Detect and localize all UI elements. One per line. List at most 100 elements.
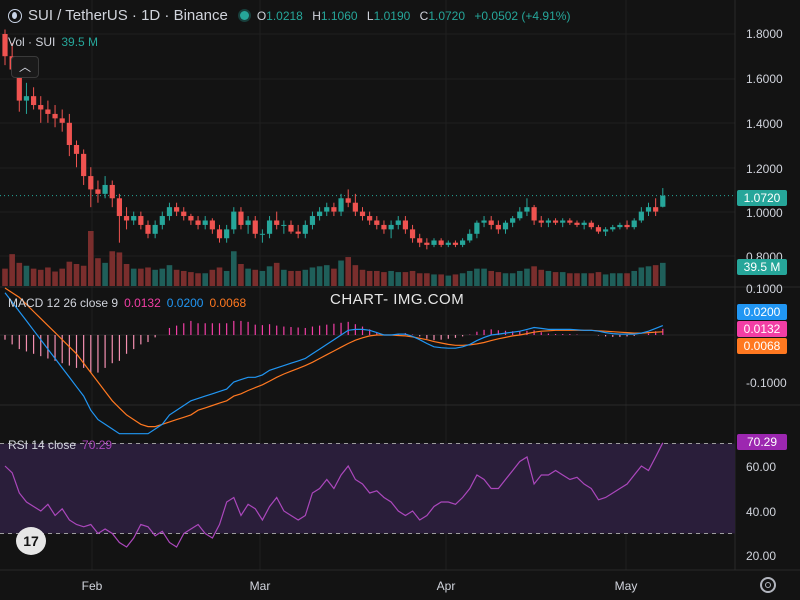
candle-body bbox=[345, 198, 351, 203]
macd-legend: MACD 12 26 close 9 0.0132 0.0200 0.0068 bbox=[8, 296, 246, 310]
volume-bar bbox=[209, 269, 216, 286]
volume-bar bbox=[245, 268, 251, 286]
volume-bar bbox=[37, 269, 44, 286]
volume-bar bbox=[166, 265, 173, 286]
volume-bar bbox=[552, 272, 559, 286]
volume-bar bbox=[52, 271, 58, 286]
volume-bar bbox=[102, 262, 108, 286]
rsi-pane bbox=[0, 442, 735, 548]
macd-signal-line bbox=[4, 287, 663, 428]
volume-bar bbox=[195, 273, 201, 286]
macd-tick: -0.1000 bbox=[746, 376, 787, 390]
macd-pane bbox=[0, 287, 735, 435]
candle-body bbox=[524, 207, 530, 212]
candle-body bbox=[560, 220, 566, 223]
volume-bar bbox=[402, 272, 409, 286]
candle-body bbox=[395, 220, 401, 225]
volume-bar bbox=[388, 270, 394, 286]
candle-body bbox=[460, 240, 466, 245]
volume-bar bbox=[202, 273, 208, 286]
tradingview-logo[interactable]: 17 bbox=[16, 527, 46, 555]
volume-bar bbox=[431, 274, 437, 286]
volume-bar bbox=[323, 265, 330, 286]
volume-bar bbox=[438, 274, 444, 286]
volume-bar bbox=[302, 269, 309, 286]
candle-body bbox=[252, 220, 258, 234]
candle-body bbox=[374, 220, 380, 225]
volume-bar bbox=[559, 272, 566, 286]
open-value: 1.0218 bbox=[266, 8, 303, 23]
volume-bar bbox=[488, 270, 494, 286]
volume-bar bbox=[216, 267, 223, 286]
settings-gear-icon[interactable] bbox=[760, 577, 776, 593]
candle-body bbox=[109, 184, 115, 199]
candle-body bbox=[653, 207, 659, 212]
volume-bar bbox=[9, 254, 15, 286]
collapse-legend-button[interactable]: ︿ bbox=[11, 56, 39, 78]
volume-bar bbox=[345, 257, 351, 286]
market-status-icon bbox=[239, 11, 249, 20]
candle-body bbox=[59, 118, 65, 123]
candle-body bbox=[338, 198, 344, 212]
open-label: O bbox=[256, 8, 267, 23]
chart-header: SUI / TetherUS · 1D · Binance O1.0218 H1… bbox=[8, 7, 570, 24]
candle-body bbox=[45, 109, 51, 114]
volume-bar bbox=[531, 266, 537, 286]
volume-value: 39.5 M bbox=[61, 35, 99, 49]
candle-body bbox=[73, 145, 80, 154]
candle-body bbox=[309, 216, 316, 225]
candle-body bbox=[603, 229, 609, 232]
volume-bar bbox=[273, 262, 280, 286]
volume-bar bbox=[316, 266, 323, 286]
volume-bar bbox=[238, 264, 244, 286]
candle-body bbox=[123, 216, 130, 221]
volume-legend: Vol · SUI 39.5 M bbox=[8, 35, 98, 49]
volume-bar bbox=[567, 273, 573, 286]
candle-body bbox=[317, 211, 323, 217]
volume-bar bbox=[338, 260, 344, 286]
volume-bar bbox=[231, 251, 237, 286]
volume-badge: 39.5 M bbox=[737, 259, 787, 275]
candle-body bbox=[102, 184, 108, 194]
volume-bar bbox=[524, 268, 530, 286]
candle-body bbox=[388, 224, 394, 230]
rsi-tick: 60.00 bbox=[746, 460, 777, 474]
volume-bars bbox=[2, 231, 666, 286]
volume-bar bbox=[266, 266, 273, 286]
candle-body bbox=[445, 242, 451, 245]
volume-bar bbox=[631, 270, 637, 286]
price-tick: 1.4000 bbox=[746, 117, 783, 131]
volume-bar bbox=[352, 265, 359, 286]
candle-body bbox=[38, 105, 44, 110]
volume-bar bbox=[109, 251, 116, 286]
low-value: 1.0190 bbox=[373, 8, 411, 23]
candle-body bbox=[88, 176, 94, 190]
volume-bar bbox=[424, 273, 430, 286]
volume-bar bbox=[509, 273, 516, 286]
macd-signal-value: 0.0068 bbox=[209, 296, 247, 310]
price-tick: 1.8000 bbox=[746, 27, 783, 41]
candle-body bbox=[266, 220, 273, 234]
volume-bar bbox=[138, 268, 144, 286]
macd-hist-value: 0.0132 bbox=[124, 296, 161, 310]
volume-bar bbox=[545, 270, 552, 286]
volume-bar bbox=[588, 273, 595, 286]
volume-bar bbox=[145, 267, 151, 286]
candle-body bbox=[488, 220, 494, 225]
macd-line-value: 0.0200 bbox=[166, 296, 204, 310]
candle-body bbox=[631, 220, 637, 228]
volume-bar bbox=[309, 267, 316, 286]
candle-body bbox=[424, 242, 430, 245]
candle-body bbox=[145, 224, 151, 234]
candle-body bbox=[402, 220, 408, 230]
candle-body bbox=[552, 220, 559, 223]
candle-body bbox=[95, 189, 101, 194]
candle-body bbox=[281, 224, 287, 226]
volume-bar bbox=[295, 270, 301, 286]
rsi-tick: 20.00 bbox=[746, 549, 777, 563]
macd-tick: 0.1000 bbox=[746, 282, 783, 296]
volume-bar bbox=[452, 274, 459, 286]
ohlc-readout: O1.0218 H1.1060 L1.0190 C1.0720 +0.0502 … bbox=[257, 9, 571, 23]
candle-body bbox=[495, 224, 501, 230]
